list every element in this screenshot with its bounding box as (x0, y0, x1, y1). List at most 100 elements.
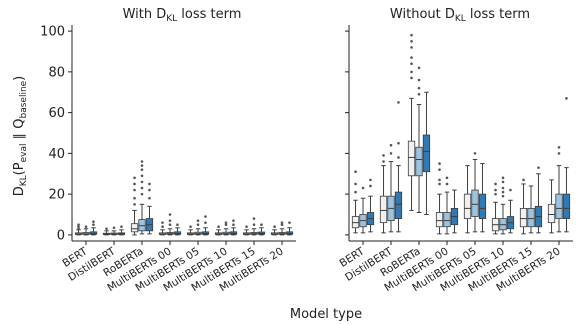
y-tick-label: 60 (48, 106, 65, 121)
outlier-point (369, 184, 372, 188)
outlier-point (354, 182, 357, 186)
outlier-point (252, 223, 256, 226)
outlier-point (77, 227, 80, 231)
y-tick-label: 100 (40, 25, 65, 40)
y-axis-label: DKL(Peval ∥ Qbaseline) (12, 76, 29, 197)
outlier-point (417, 66, 421, 70)
outlier-point (224, 223, 228, 226)
outlier-point (382, 160, 385, 163)
outlier-point (280, 223, 284, 226)
outlier-point (140, 164, 144, 167)
outlier-point (410, 70, 413, 74)
outlier-point (501, 186, 505, 190)
outlier-point (417, 78, 421, 82)
box (463, 193, 472, 219)
panel-2-title: Without DKL loss term (390, 7, 530, 24)
outlier-point (509, 188, 512, 192)
outlier-point (224, 221, 228, 224)
outlier-point (112, 226, 116, 230)
outlier-point (565, 97, 568, 100)
y-tick-label: 80 (48, 65, 65, 80)
box (499, 218, 507, 231)
outlier-point (217, 225, 220, 229)
outlier-point (397, 101, 400, 104)
y-tick-label: 20 (48, 188, 65, 203)
box (527, 207, 535, 228)
outlier-point (232, 219, 235, 222)
outlier-point (397, 141, 400, 145)
outlier-point (438, 178, 441, 182)
outlier-point (389, 143, 393, 147)
box (379, 195, 388, 224)
outlier-point (494, 188, 497, 192)
outlier-point (417, 92, 421, 96)
outlier-point (168, 219, 172, 222)
outlier-point (501, 190, 505, 194)
box (435, 212, 444, 228)
outlier-point (417, 86, 421, 90)
outlier-point (140, 174, 144, 178)
box (471, 189, 479, 217)
outlier-point (92, 220, 95, 223)
box (547, 203, 556, 224)
outlier-point (161, 225, 164, 229)
outlier-point (522, 178, 525, 182)
outlier-point (133, 188, 136, 192)
outlier-point (168, 223, 172, 226)
outlier-point (260, 223, 263, 226)
outlier-point (77, 223, 80, 226)
outlier-point (252, 217, 256, 220)
outlier-point (410, 46, 413, 49)
panel-with-dkl: 020406080100BERTDistilBERTRoBERTaMultiBE… (40, 25, 296, 294)
y-tick-label: 0 (57, 228, 65, 243)
outlier-point (438, 182, 441, 186)
panel-1-title: With DKL loss term (123, 7, 242, 24)
y-tick-label: 40 (48, 147, 65, 162)
outlier-point (494, 192, 497, 196)
outlier-point (410, 62, 413, 66)
outlier-point (133, 182, 136, 186)
x-axis-label: Model type (290, 307, 362, 322)
outlier-point (557, 152, 561, 155)
outlier-point (176, 223, 179, 226)
outlier-point (148, 196, 151, 200)
outlier-point (354, 190, 357, 194)
outlier-point (245, 225, 248, 229)
box (478, 193, 487, 219)
outlier-point (410, 76, 413, 80)
box (394, 191, 403, 219)
outlier-point (161, 221, 164, 224)
outlier-point (140, 160, 144, 163)
outlier-point (410, 56, 413, 59)
outlier-point (438, 162, 441, 165)
outlier-point (92, 223, 95, 226)
outlier-point (77, 225, 80, 229)
box (422, 134, 431, 173)
outlier-point (397, 156, 400, 159)
outlier-point (140, 168, 144, 171)
outlier-point (438, 168, 441, 171)
outlier-point (140, 192, 144, 196)
outlier-point (105, 227, 108, 231)
outlier-point (133, 203, 136, 206)
outlier-point (361, 186, 365, 190)
outlier-point (280, 221, 284, 224)
outlier-point (196, 219, 200, 222)
outlier-point (148, 182, 151, 186)
outlier-point (501, 180, 505, 184)
outlier-point (273, 225, 276, 229)
outlier-point (84, 225, 88, 229)
outlier-point (133, 196, 136, 200)
outlier-point (204, 215, 207, 218)
box (555, 193, 563, 219)
outlier-point (232, 223, 235, 226)
box (519, 207, 528, 228)
outlier-point (410, 40, 413, 43)
box (415, 146, 423, 177)
outlier-point (148, 188, 151, 192)
box (130, 223, 139, 233)
outlier-point (382, 154, 385, 157)
outlier-point (120, 225, 123, 229)
